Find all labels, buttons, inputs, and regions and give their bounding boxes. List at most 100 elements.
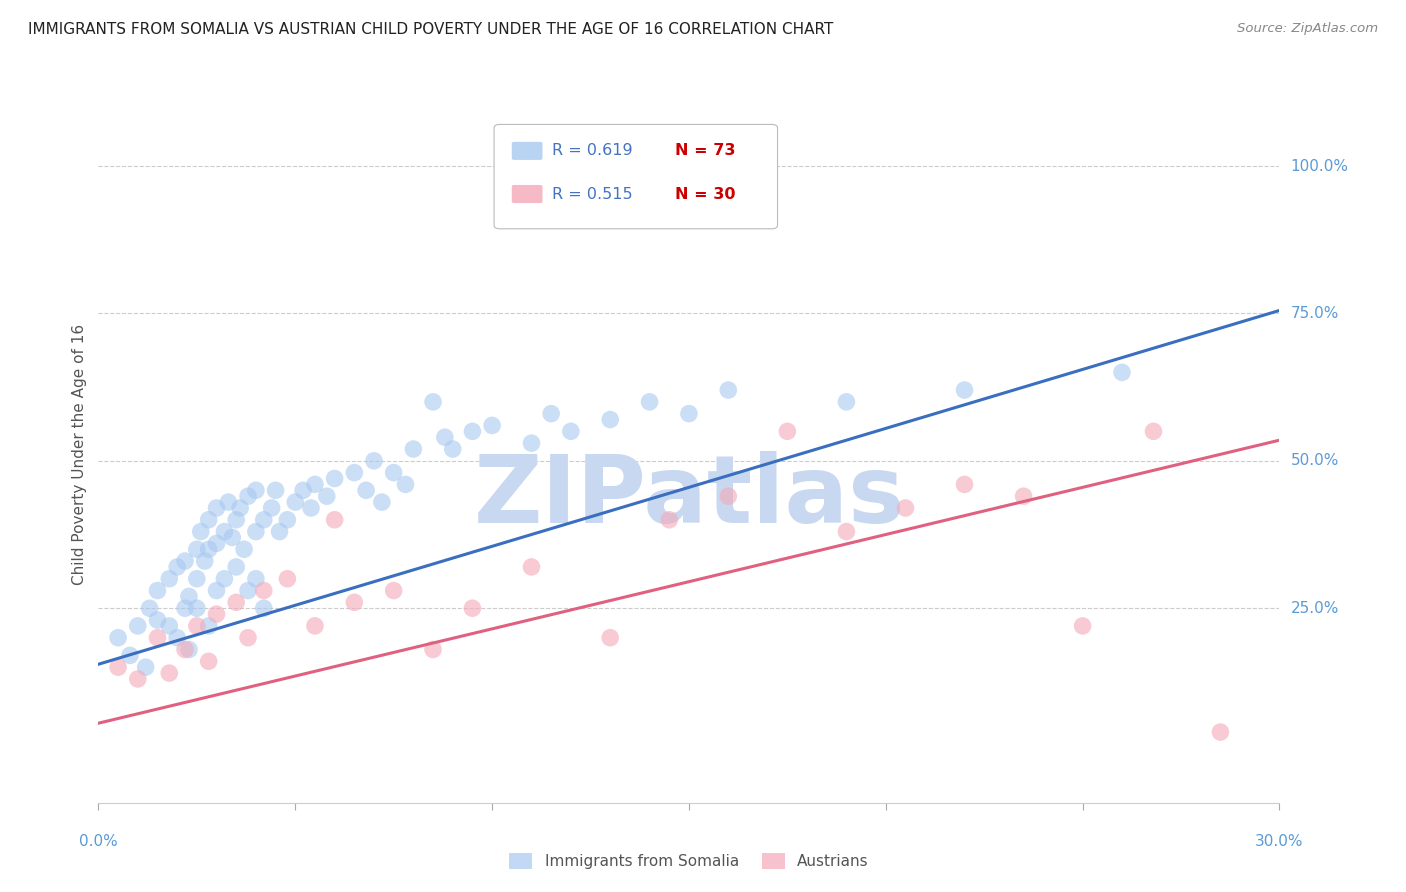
Point — [422, 642, 444, 657]
Point — [186, 572, 208, 586]
Point — [292, 483, 315, 498]
Point — [422, 395, 444, 409]
Point — [1012, 489, 1035, 503]
Point — [894, 500, 917, 515]
Point — [225, 513, 247, 527]
Point — [197, 654, 219, 668]
Point — [157, 666, 180, 681]
Point — [343, 595, 366, 609]
Point — [343, 466, 366, 480]
Point — [304, 477, 326, 491]
Point — [323, 513, 346, 527]
Point — [253, 583, 276, 598]
Point — [190, 524, 212, 539]
Point — [371, 495, 394, 509]
Point — [520, 436, 543, 450]
Point — [138, 601, 160, 615]
Point — [225, 560, 247, 574]
Point — [461, 425, 484, 439]
Point — [304, 619, 326, 633]
Point — [1111, 365, 1133, 379]
Point — [236, 489, 259, 503]
Point — [214, 572, 236, 586]
Text: Source: ZipAtlas.com: Source: ZipAtlas.com — [1237, 22, 1378, 36]
FancyBboxPatch shape — [494, 124, 778, 229]
Point — [540, 407, 562, 421]
Point — [214, 524, 236, 539]
Point — [441, 442, 464, 456]
Point — [835, 524, 858, 539]
Point — [236, 631, 259, 645]
Point — [217, 495, 239, 509]
Point — [776, 425, 799, 439]
Text: N = 30: N = 30 — [675, 186, 735, 202]
Point — [166, 560, 188, 574]
Point — [205, 536, 228, 550]
Text: N = 73: N = 73 — [675, 144, 735, 159]
Point — [354, 483, 377, 498]
Y-axis label: Child Poverty Under the Age of 16: Child Poverty Under the Age of 16 — [72, 325, 87, 585]
Point — [225, 595, 247, 609]
Point — [433, 430, 456, 444]
Point — [402, 442, 425, 456]
Point — [146, 613, 169, 627]
Point — [253, 601, 276, 615]
Point — [127, 619, 149, 633]
Point — [146, 631, 169, 645]
Point — [599, 412, 621, 426]
Point — [107, 660, 129, 674]
Point — [264, 483, 287, 498]
Text: 50.0%: 50.0% — [1291, 453, 1339, 468]
Text: 75.0%: 75.0% — [1291, 306, 1339, 321]
Point — [835, 395, 858, 409]
Text: R = 0.515: R = 0.515 — [553, 186, 633, 202]
Point — [461, 601, 484, 615]
Point — [717, 489, 740, 503]
Point — [186, 542, 208, 557]
Point — [157, 572, 180, 586]
Point — [118, 648, 141, 663]
Point — [205, 607, 228, 621]
Point — [127, 672, 149, 686]
FancyBboxPatch shape — [512, 142, 543, 160]
Point — [186, 619, 208, 633]
Point — [245, 572, 267, 586]
Point — [253, 513, 276, 527]
Point — [678, 407, 700, 421]
Point — [1071, 619, 1094, 633]
Text: 30.0%: 30.0% — [1256, 834, 1303, 849]
Text: ZIPatlas: ZIPatlas — [474, 450, 904, 542]
Point — [177, 590, 200, 604]
Point — [560, 425, 582, 439]
Point — [599, 631, 621, 645]
Point — [638, 395, 661, 409]
Point — [236, 583, 259, 598]
Point — [205, 500, 228, 515]
Point — [157, 619, 180, 633]
Point — [197, 619, 219, 633]
Point — [197, 513, 219, 527]
Point — [221, 531, 243, 545]
Point — [658, 513, 681, 527]
Point — [197, 542, 219, 557]
Point — [186, 601, 208, 615]
Point — [382, 466, 405, 480]
Point — [194, 554, 217, 568]
Point — [481, 418, 503, 433]
Point — [233, 542, 256, 557]
Point — [107, 631, 129, 645]
Point — [166, 631, 188, 645]
Point — [260, 500, 283, 515]
Point — [323, 471, 346, 485]
Point — [174, 554, 197, 568]
Point — [146, 583, 169, 598]
Point — [245, 524, 267, 539]
Point — [382, 583, 405, 598]
Point — [315, 489, 337, 503]
Text: R = 0.619: R = 0.619 — [553, 144, 633, 159]
Point — [276, 513, 298, 527]
Point — [363, 454, 385, 468]
Legend: Immigrants from Somalia, Austrians: Immigrants from Somalia, Austrians — [503, 847, 875, 875]
Point — [1142, 425, 1164, 439]
FancyBboxPatch shape — [512, 185, 543, 203]
